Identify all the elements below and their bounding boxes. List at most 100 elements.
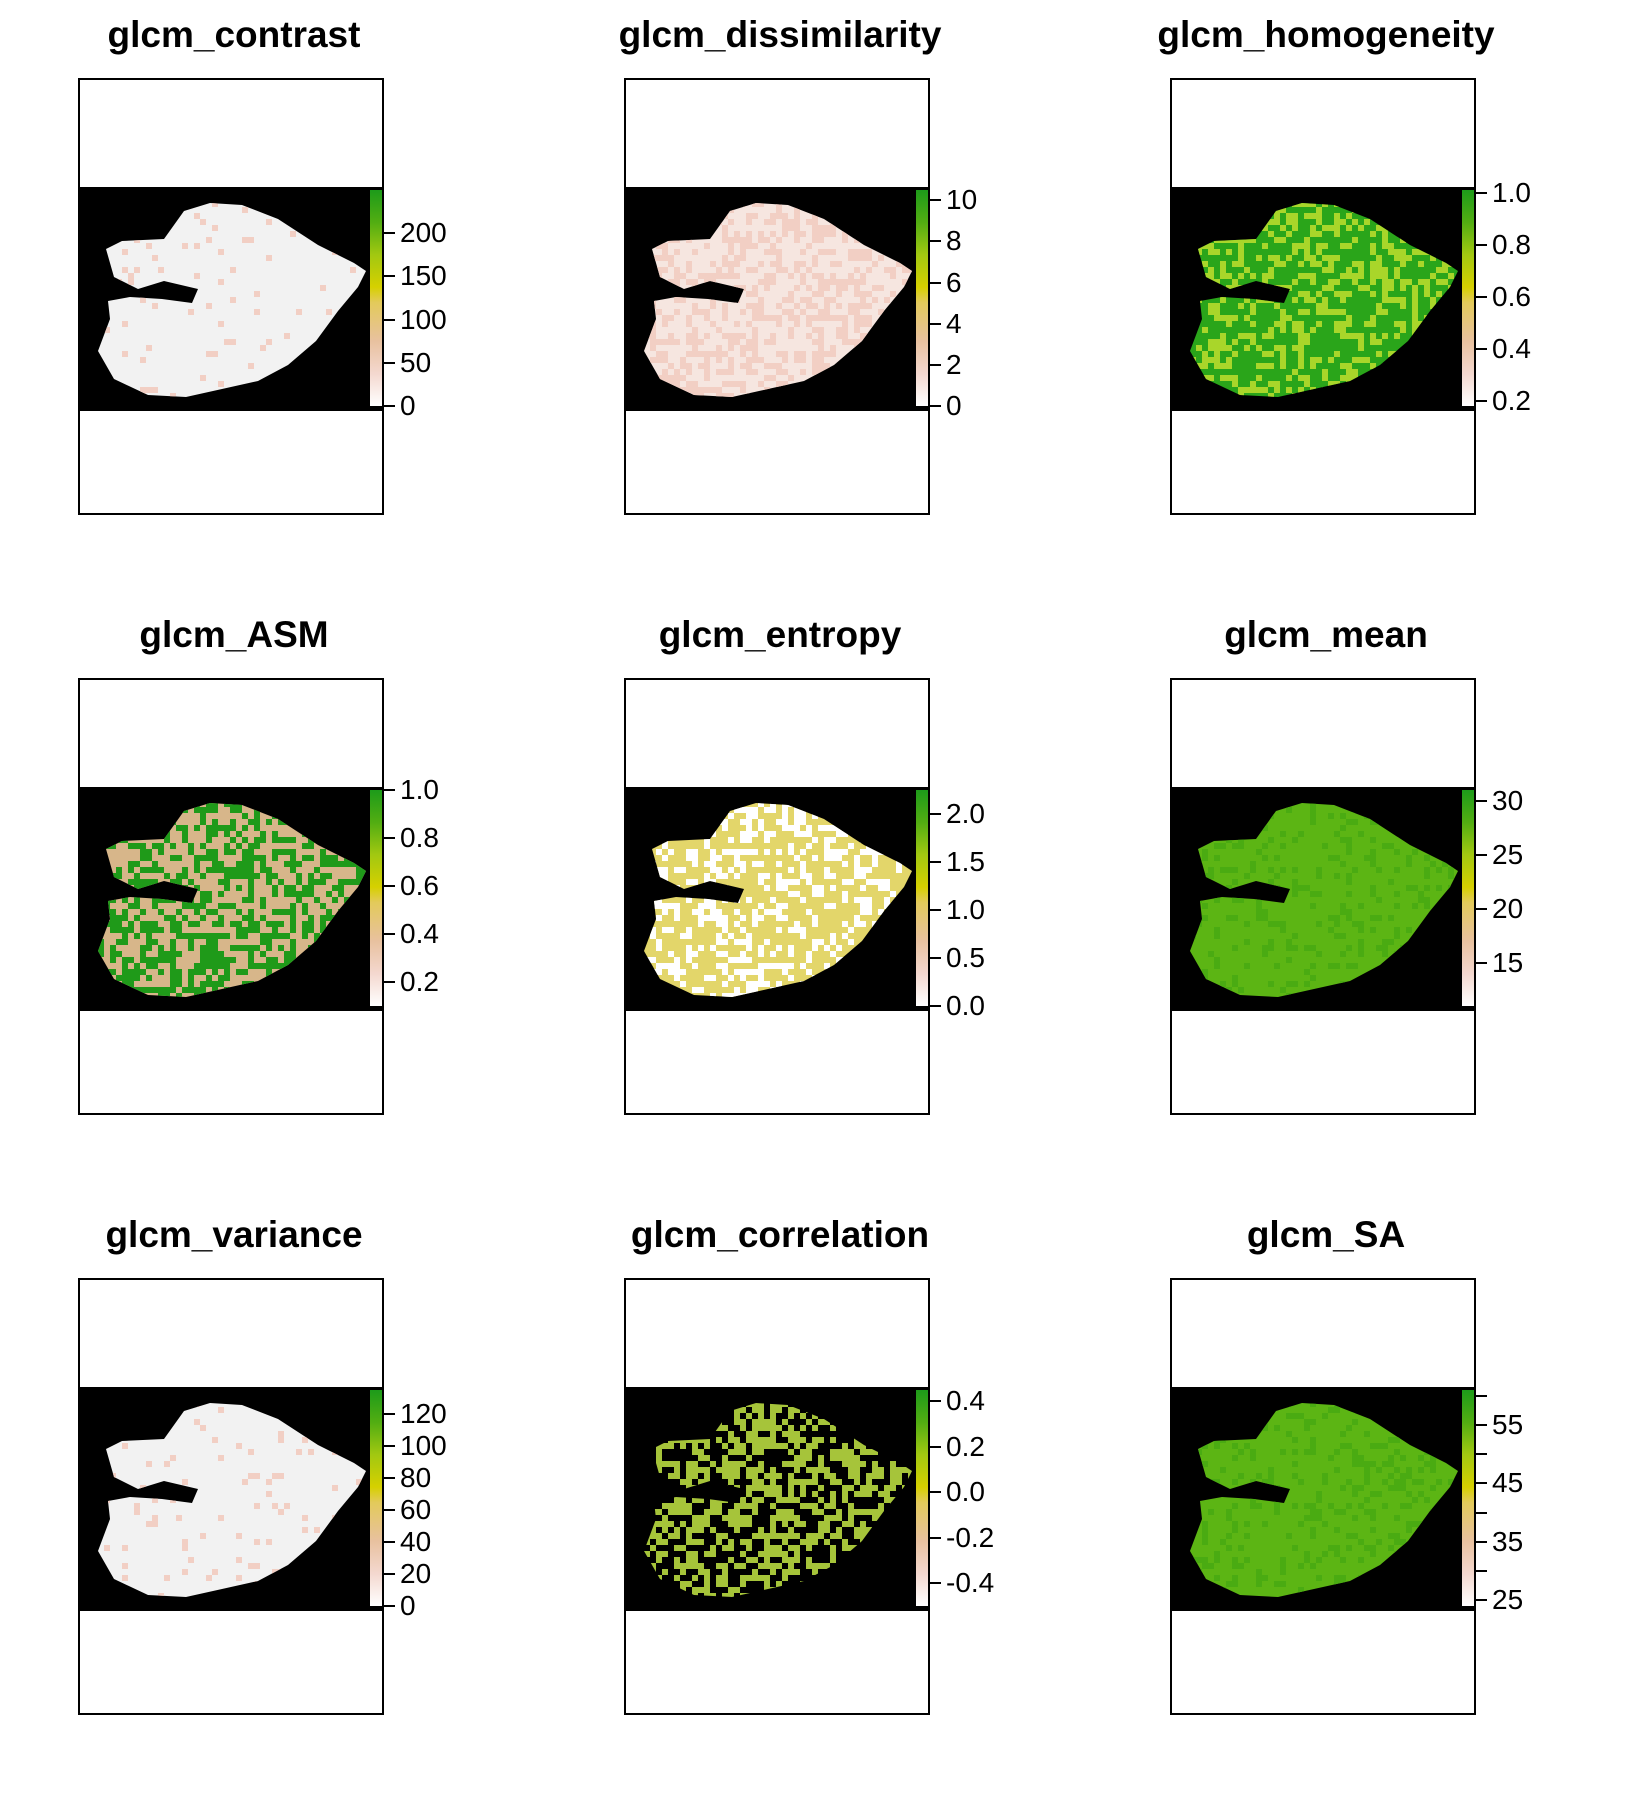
- chart-title: glcm_entropy: [658, 614, 902, 655]
- raster-extent-band: [626, 1387, 928, 1611]
- legend-tick: [928, 1445, 941, 1448]
- legend-tick: [382, 275, 395, 278]
- legend-tick: [928, 363, 941, 366]
- legend-tick: [928, 281, 941, 284]
- legend-tick: [1474, 243, 1487, 246]
- legend-tick: [1474, 1599, 1487, 1602]
- legend-tick: [928, 957, 941, 959]
- legend-tick-label: 8: [946, 225, 962, 257]
- leaf-raster: [1190, 803, 1458, 997]
- raster-frame: [1170, 1278, 1476, 1715]
- legend-tick-label: 0.0: [946, 990, 985, 1021]
- legend-tick-label: 100: [400, 303, 447, 335]
- raster-extent-band: [1172, 187, 1474, 411]
- legend-tick-label: 10: [946, 184, 978, 216]
- legend-tick-label: 100: [400, 1430, 447, 1461]
- legend-tick-label: 60: [400, 1494, 432, 1525]
- legend-tick: [382, 789, 395, 791]
- legend-tick: [382, 1605, 395, 1607]
- color-legend-bar: [368, 788, 384, 1008]
- legend-tick: [928, 240, 941, 243]
- legend-tick-label: 0: [946, 390, 962, 421]
- legend-tick: [382, 933, 395, 935]
- legend-tick-label: 1.0: [400, 774, 439, 805]
- legend-tick: [1474, 799, 1487, 802]
- legend-tick: [928, 861, 941, 863]
- chart-title: glcm_dissimilarity: [618, 14, 942, 55]
- legend-tick-label: 0.4: [1492, 332, 1531, 364]
- legend-tick-label: 6: [946, 266, 962, 298]
- legend-tick-label: 0.2: [1492, 384, 1531, 416]
- legend-tick-label: 1.0: [946, 894, 985, 925]
- chart-title: glcm_SA: [1246, 1214, 1406, 1255]
- legend-tick: [382, 1445, 395, 1447]
- legend-tick-label: 30: [1492, 784, 1524, 816]
- legend-tick: [1474, 1482, 1487, 1485]
- chart-title: glcm_variance: [105, 1214, 363, 1255]
- leaf-raster: [98, 803, 366, 997]
- leaf-shape: [644, 203, 912, 397]
- legend-tick-label: 0.6: [400, 870, 439, 901]
- raster-extent-band: [80, 787, 382, 1011]
- legend-tick-label: 80: [400, 1462, 432, 1493]
- raster-frame: [78, 1278, 384, 1715]
- legend-tick: [1474, 961, 1487, 964]
- chart-panel: glcm_ASM 0.2 0.4 0.6 0.8 1.0: [0, 600, 545, 1200]
- color-legend-bar: [368, 188, 384, 408]
- legend-tick: [928, 909, 941, 911]
- legend-tick-label: 0.0: [946, 1476, 985, 1508]
- color-legend-bar: [1460, 188, 1476, 408]
- legend-tick: [1474, 1540, 1487, 1543]
- legend-tick: [1474, 1511, 1487, 1514]
- legend-tick: [1474, 1424, 1487, 1427]
- legend-tick: [382, 1509, 395, 1511]
- legend-tick: [928, 1536, 941, 1539]
- legend-tick-label: 0.5: [946, 942, 985, 973]
- legend-tick-label: -0.4: [946, 1567, 995, 1599]
- chart-title: glcm_ASM: [139, 614, 329, 655]
- legend-tick-label: 2: [946, 348, 962, 380]
- legend-tick-label: 0.4: [400, 918, 439, 949]
- legend-tick-label: 0.4: [946, 1385, 985, 1417]
- legend-tick-label: 150: [400, 260, 447, 292]
- color-legend-bar: [914, 188, 930, 408]
- raster-extent-band: [626, 187, 928, 411]
- chart-title: glcm_mean: [1224, 614, 1428, 655]
- leaf-raster: [644, 203, 912, 397]
- legend-tick: [928, 199, 941, 202]
- raster-frame: [1170, 78, 1476, 515]
- legend-tick-label: 0: [400, 1590, 416, 1621]
- legend-tick-label: 200: [400, 217, 447, 249]
- leaf-raster: [98, 1403, 366, 1597]
- legend-tick-label: 25: [1492, 1584, 1524, 1616]
- chart-title: glcm_contrast: [107, 14, 361, 55]
- raster-extent-band: [80, 1387, 382, 1611]
- legend-tick: [382, 1573, 395, 1575]
- legend-tick: [1474, 1569, 1487, 1572]
- color-legend-bar: [914, 788, 930, 1008]
- leaf-shape: [1190, 803, 1458, 997]
- chart-title: glcm_correlation: [630, 1214, 930, 1255]
- legend-tick-label: 20: [1492, 892, 1524, 924]
- legend-tick: [928, 1491, 941, 1494]
- legend-tick-label: 0.2: [400, 966, 439, 997]
- legend-tick-label: 0.2: [946, 1430, 985, 1462]
- legend-tick: [382, 1413, 395, 1415]
- raster-extent-band: [80, 187, 382, 411]
- legend-tick: [382, 837, 395, 839]
- legend-tick: [382, 405, 395, 407]
- legend-tick: [928, 1400, 941, 1403]
- legend-tick: [1474, 1453, 1487, 1456]
- legend-tick-label: 0.6: [1492, 280, 1531, 312]
- raster-frame: [624, 1278, 930, 1715]
- legend-tick: [382, 885, 395, 887]
- legend-tick: [1474, 295, 1487, 298]
- legend-tick: [1474, 399, 1487, 402]
- chart-panel: glcm_contrast 0 50 100 150 200: [0, 0, 545, 600]
- leaf-shape: [98, 803, 366, 997]
- legend-tick-label: 0: [400, 390, 416, 421]
- legend-tick-label: 1.5: [946, 846, 985, 877]
- legend-tick: [928, 405, 941, 407]
- chart-panel: glcm_homogeneity 0.2 0.4 0.6 0.8 1.0: [1092, 0, 1637, 600]
- color-legend-bar: [1460, 1388, 1476, 1608]
